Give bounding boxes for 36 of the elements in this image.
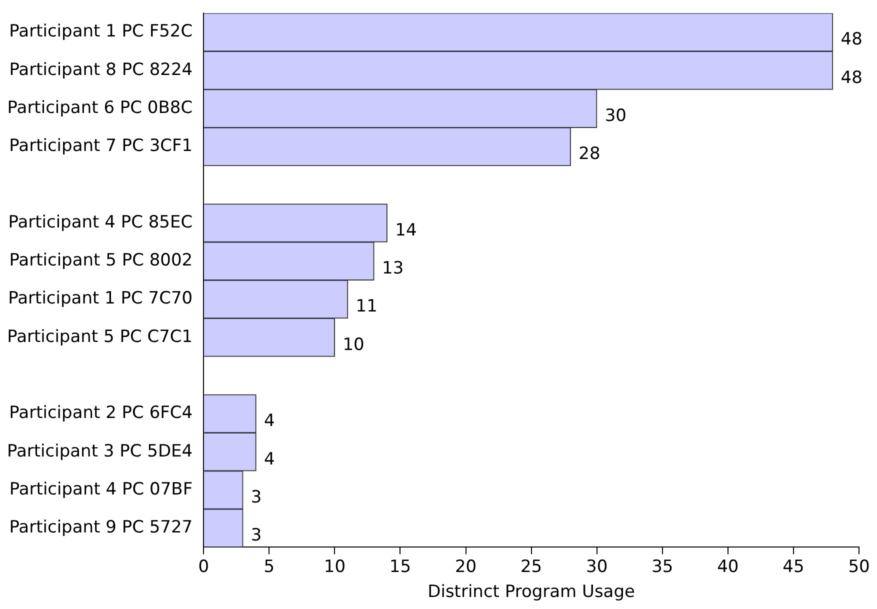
x-tick-label: 5	[264, 556, 275, 577]
x-tick-label: 40	[717, 556, 739, 577]
x-tick-label: 25	[520, 556, 542, 577]
y-tick-label: Participant 4 PC 85EC	[8, 212, 193, 232]
y-tick-label: Participant 3 PC 5DE4	[6, 441, 193, 462]
x-axis-title: Distrinct Program Usage	[428, 582, 635, 602]
x-tick-label: 35	[652, 556, 674, 577]
x-tick-label: 10	[324, 556, 346, 577]
x-tick-label: 20	[454, 556, 477, 577]
data-label: 30	[604, 106, 626, 126]
x-tick-label: 50	[848, 556, 870, 577]
x-tick-label: 30	[586, 556, 608, 577]
y-tick-label: Participant 1 PC F52C	[9, 22, 193, 42]
y-tick-label: Participant 4 PC 07BF	[9, 479, 193, 500]
data-label: 4	[264, 411, 275, 432]
data-label: 14	[395, 220, 417, 240]
y-tick-label: Participant 6 PC 0B8C	[7, 98, 193, 118]
data-label: 11	[356, 296, 378, 317]
data-label: 13	[382, 258, 404, 279]
x-tick-label: 15	[389, 556, 412, 577]
y-tick-label: Participant 8 PC 8224	[9, 60, 193, 80]
y-tick-label: Participant 9 PC 5727	[9, 518, 193, 538]
y-tick-label: Participant 5 PC 8002	[9, 250, 193, 271]
data-label: 10	[342, 334, 364, 355]
data-label: 3	[250, 526, 262, 546]
data-label: 4	[264, 449, 275, 470]
y-tick-label: Participant 2 PC 6FC4	[9, 403, 193, 424]
x-tick-label: 45	[782, 556, 804, 577]
data-label: 48	[840, 30, 862, 50]
y-tick-label: Participant 5 PC C7C1	[7, 326, 193, 347]
data-label: 28	[578, 144, 600, 164]
x-tick-label: 0	[198, 556, 210, 577]
data-label: 48	[840, 68, 862, 88]
y-tick-label: Participant 7 PC 3CF1	[9, 136, 193, 156]
data-label: 3	[250, 487, 262, 508]
y-tick-label: Participant 1 PC 7C70	[8, 288, 193, 309]
